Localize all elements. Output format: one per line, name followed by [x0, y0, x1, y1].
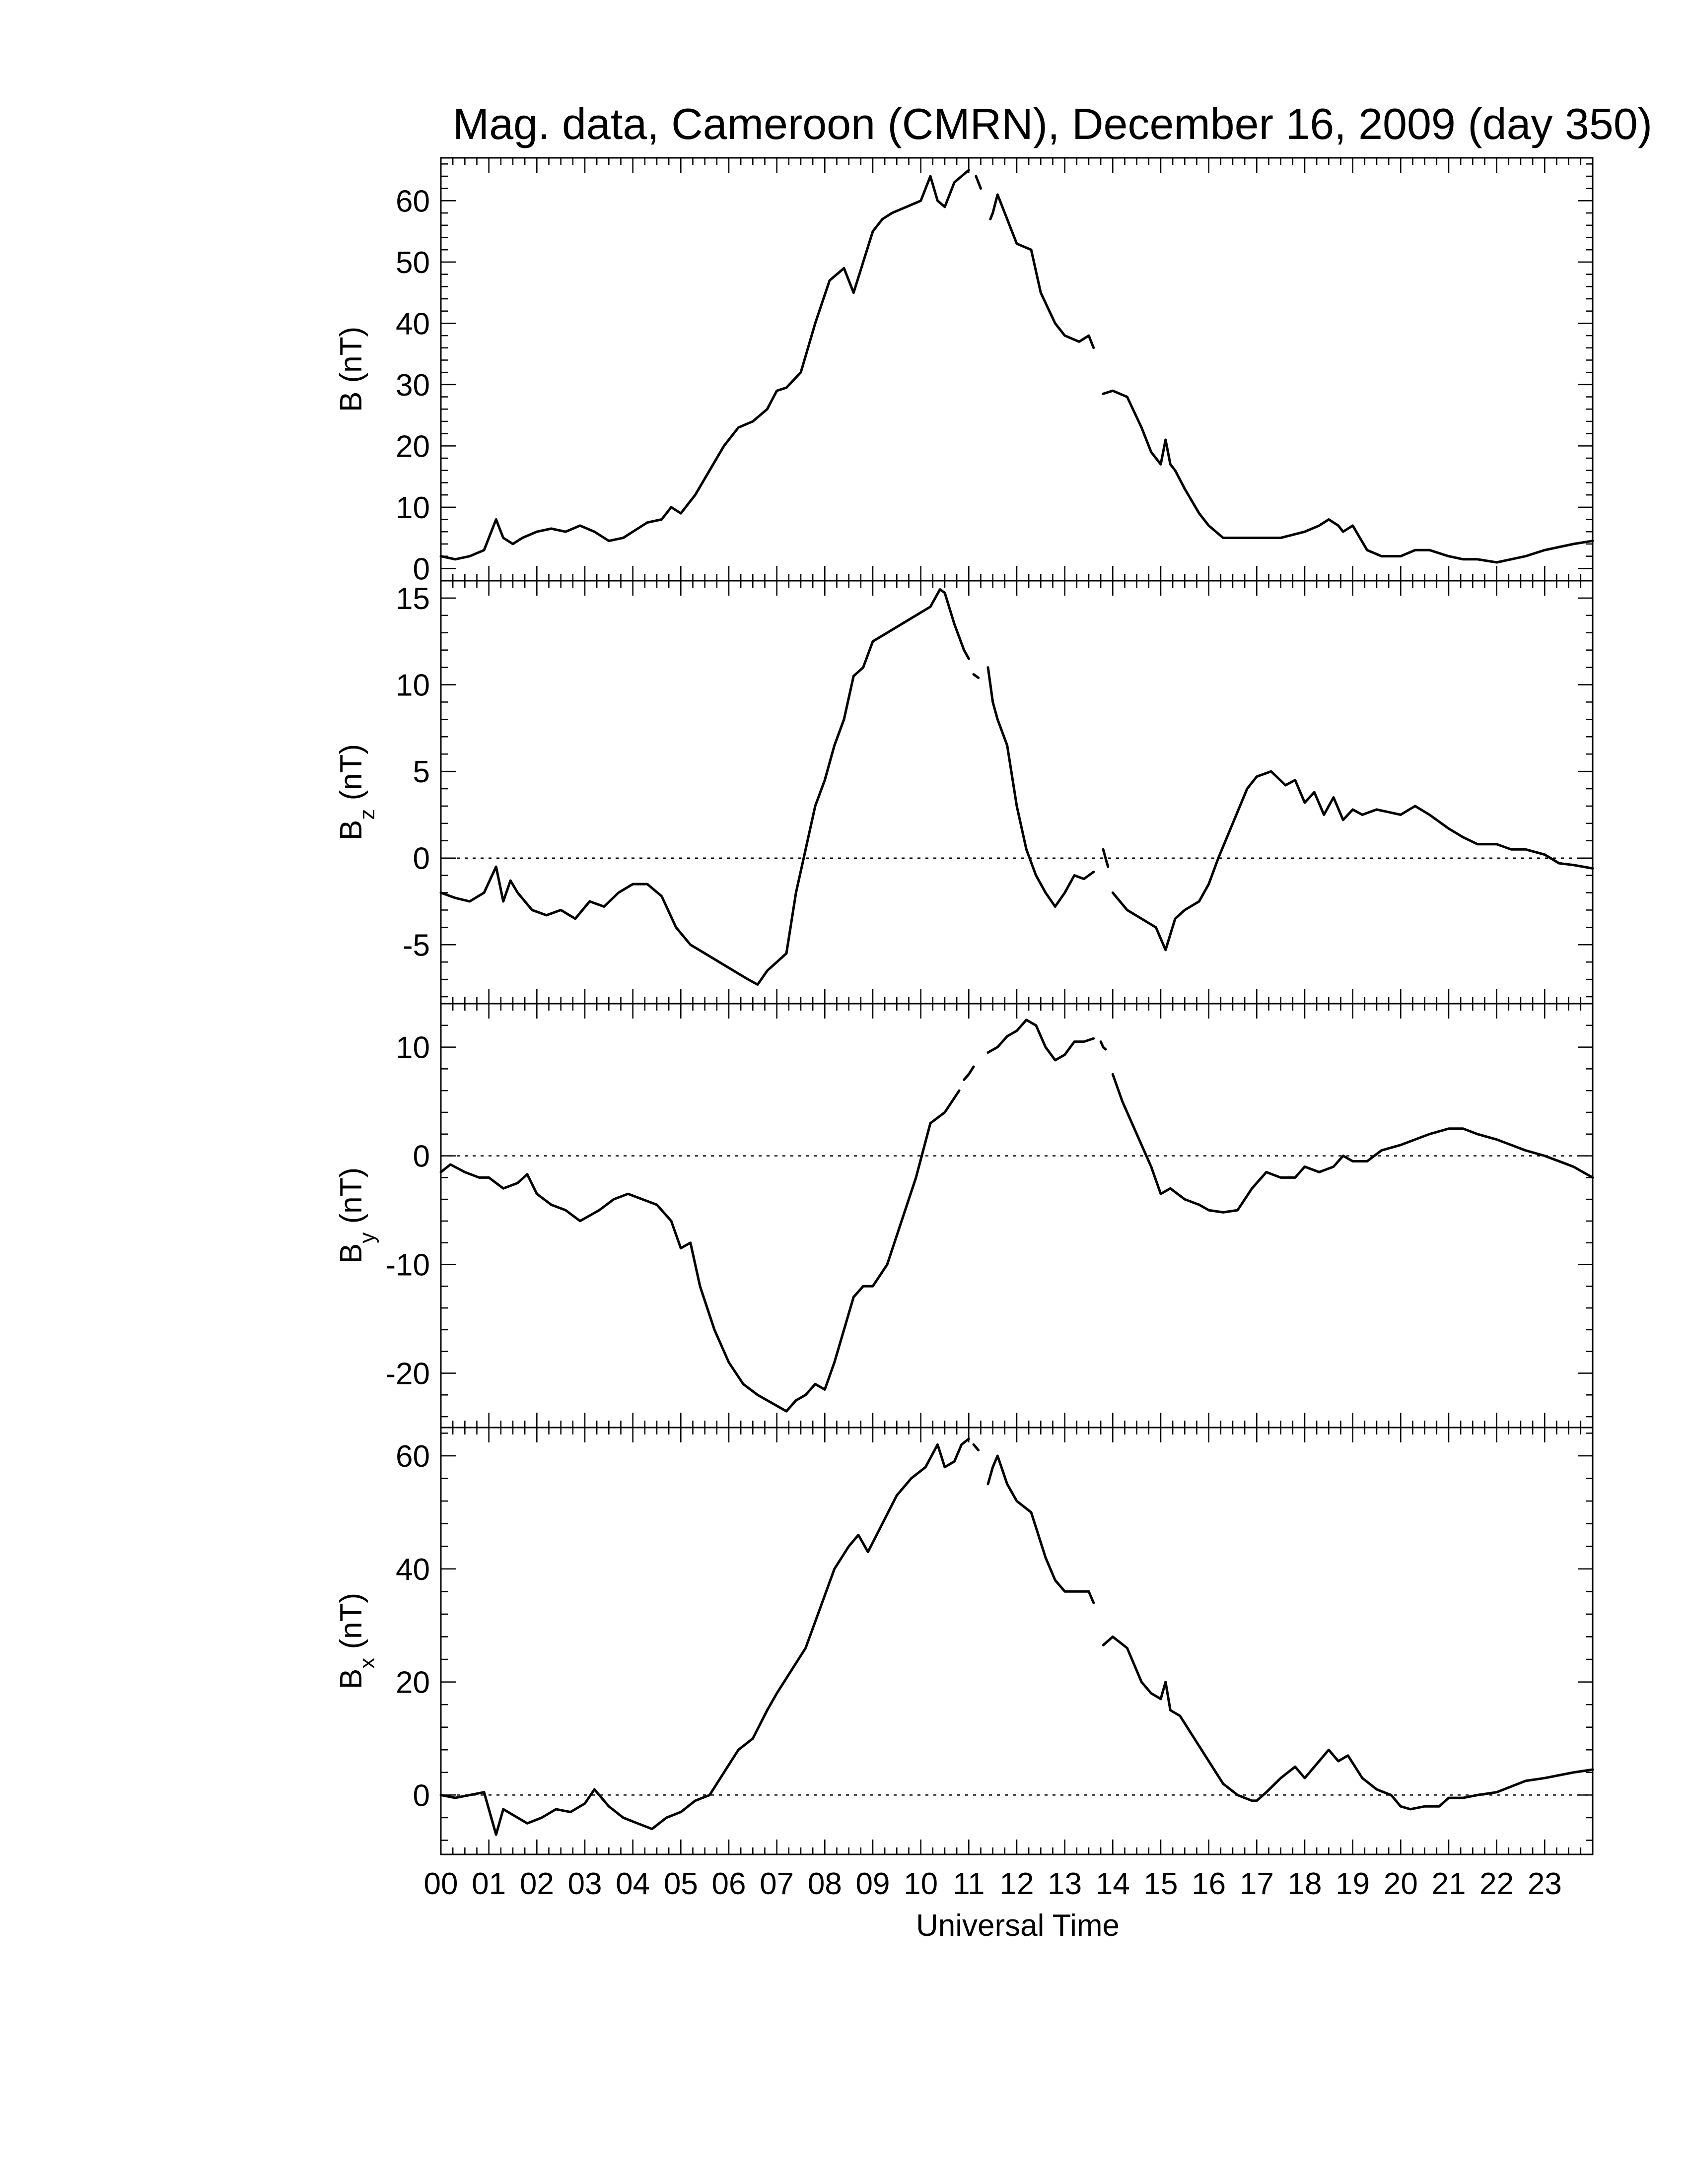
- x-axis-label: Universal Time: [916, 1909, 1120, 1943]
- x-tick-label: 12: [1000, 1867, 1034, 1901]
- y-axis-label-unit: (nT): [334, 1167, 368, 1232]
- y-tick-label: 50: [396, 246, 430, 280]
- y-tick-label: 20: [396, 1666, 430, 1700]
- x-tick-label: 08: [808, 1867, 842, 1901]
- x-tick-label: 04: [616, 1867, 650, 1901]
- chart-title: Mag. data, Cameroon (CMRN), December 16,…: [453, 99, 1652, 148]
- x-tick-label: 05: [664, 1867, 698, 1901]
- data-series-Bx-segment-0: [439, 1437, 970, 1836]
- x-tick-label: 10: [904, 1867, 938, 1901]
- x-tick-label: 23: [1528, 1867, 1562, 1901]
- data-series-B-segment-3: [1102, 389, 1594, 564]
- x-tick-label: 18: [1288, 1867, 1322, 1901]
- x-tick-label: 15: [1144, 1867, 1178, 1901]
- y-tick-label: 10: [396, 491, 430, 525]
- x-tick-label: 20: [1384, 1867, 1418, 1901]
- data-series-Bz-segment-1: [972, 673, 980, 679]
- y-axis-label-unit: (nT): [334, 744, 368, 809]
- x-tick-label: 19: [1336, 1867, 1370, 1901]
- y-axis-label-unit: (nT): [334, 327, 368, 392]
- data-series-B-segment-2: [989, 193, 1095, 349]
- data-series-By-segment-4: [1111, 1073, 1594, 1214]
- panel-frame-Bx: [440, 1427, 1594, 1855]
- y-tick-label: 5: [413, 755, 430, 789]
- y-axis-label-unit: (nT): [334, 1593, 368, 1658]
- y-tick-label: 30: [396, 368, 430, 403]
- data-series-B-segment-1: [975, 175, 982, 190]
- y-tick-label: 20: [396, 429, 430, 464]
- x-tick-label: 13: [1048, 1867, 1082, 1901]
- x-tick-label: 07: [760, 1867, 794, 1901]
- y-axis-label-symbol: B: [334, 1243, 368, 1264]
- x-tick-label: 22: [1479, 1867, 1514, 1901]
- y-axis-label-Bz: Bz (nT): [334, 744, 379, 840]
- y-tick-label: 10: [396, 1031, 430, 1065]
- y-tick-label: 40: [396, 1553, 430, 1587]
- x-tick-label: 16: [1192, 1867, 1226, 1901]
- y-axis-label-subscript: z: [355, 809, 379, 820]
- data-series-Bx-segment-3: [1102, 1636, 1594, 1811]
- data-series-Bz-segment-0: [439, 588, 970, 986]
- y-axis-label-By: By (nT): [334, 1167, 379, 1264]
- y-tick-label: 0: [413, 842, 430, 876]
- x-tick-label: 21: [1432, 1867, 1466, 1901]
- y-axis-label-B: B (nT): [334, 327, 368, 412]
- data-series-By-segment-2: [986, 1019, 1095, 1062]
- y-tick-label: 60: [396, 184, 430, 218]
- y-axis-label-symbol: B: [334, 820, 368, 840]
- x-tick-label: 14: [1096, 1867, 1130, 1901]
- x-tick-label: 03: [568, 1867, 602, 1901]
- data-series-Bx-segment-1: [972, 1443, 980, 1452]
- x-tick-label: 17: [1240, 1867, 1274, 1901]
- x-tick-label: 11: [953, 1867, 985, 1901]
- panel-Bx: 0 20 40 60 Bx (nT) 00 01 02 03 04 05 06 07 08 09 10 11 12…: [334, 1427, 1594, 1901]
- data-series-Bz-segment-2: [986, 666, 1095, 908]
- panel-Bz: -5 0 5 10 15 Bz (nT): [334, 580, 1594, 1005]
- panel-B: 0 10 20 30 40 50 60 B (nT): [334, 157, 1594, 586]
- panel-frame-B: [440, 157, 1594, 582]
- y-tick-label: -10: [385, 1248, 430, 1283]
- y-tick-label: -20: [385, 1357, 430, 1391]
- y-axis-label-symbol: B: [334, 392, 368, 412]
- data-series-By-segment-1: [963, 1065, 975, 1081]
- y-tick-label: 0: [413, 552, 430, 586]
- y-axis-label-subscript: y: [355, 1232, 379, 1243]
- y-tick-label: 10: [396, 669, 430, 703]
- x-tick-label: 00: [424, 1867, 458, 1901]
- y-tick-label: 40: [396, 307, 430, 341]
- data-series-By-segment-3: [1099, 1040, 1107, 1051]
- data-series-Bz-segment-4: [1111, 770, 1594, 952]
- y-tick-label: 0: [413, 1140, 430, 1174]
- y-axis-label-Bx: Bx (nT): [334, 1593, 379, 1689]
- data-series-By-segment-0: [439, 1089, 961, 1413]
- data-series-B-segment-0: [439, 169, 970, 561]
- panel-By: -20 -10 0 10 By (nT): [334, 1003, 1594, 1429]
- x-tick-label: 01: [472, 1867, 506, 1901]
- y-tick-label: 0: [413, 1778, 430, 1813]
- panel-frame-Bz: [440, 580, 1594, 1005]
- y-axis-label-symbol: B: [334, 1669, 368, 1689]
- data-series-Bx-segment-2: [986, 1454, 1095, 1604]
- y-tick-label: 60: [396, 1439, 430, 1474]
- y-tick-label: 15: [396, 582, 430, 616]
- panel-frame-By: [440, 1003, 1594, 1429]
- x-tick-label: 06: [712, 1867, 746, 1901]
- y-axis-label-subscript: x: [355, 1658, 379, 1669]
- y-tick-label: -5: [403, 928, 430, 962]
- x-tick-label: 09: [856, 1867, 890, 1901]
- data-series-Bz-segment-3: [1102, 848, 1110, 868]
- x-tick-label: 02: [520, 1867, 554, 1901]
